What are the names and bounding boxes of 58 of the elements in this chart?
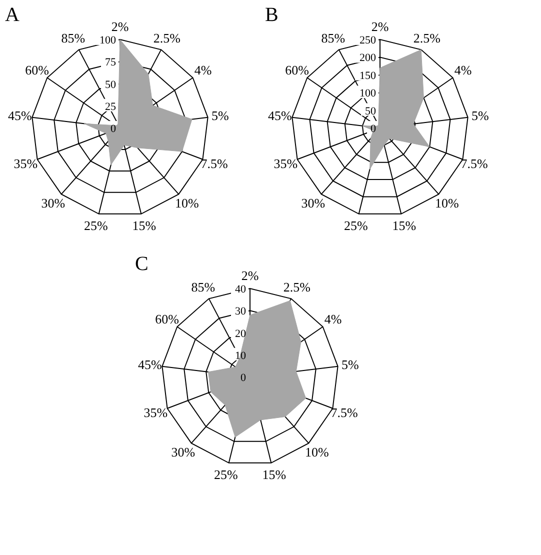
spoke-label: 35%: [14, 156, 38, 171]
y-tick-label: 0: [370, 123, 376, 135]
spoke-label: 4%: [194, 62, 212, 78]
y-tick-label: 200: [360, 52, 376, 64]
spoke-label: 2%: [241, 268, 259, 284]
spoke-label: 15%: [262, 466, 286, 482]
y-tick-label: 0: [110, 123, 116, 135]
spoke-label: 45%: [138, 356, 162, 372]
y-tick-label: 100: [360, 88, 376, 100]
spoke-label: 4%: [324, 312, 342, 327]
spoke-label: 25%: [344, 218, 368, 233]
y-tick-label: 30: [235, 306, 246, 318]
spoke-label: 35%: [144, 404, 168, 420]
spoke-label: 4%: [454, 62, 472, 78]
spoke-label: 2%: [371, 19, 389, 34]
y-tick-label: 10: [235, 350, 246, 362]
spoke-label: 85%: [61, 30, 86, 46]
spoke-label: 30%: [301, 195, 326, 210]
spoke-label: 15%: [132, 218, 156, 233]
spoke-label: 2.5%: [153, 30, 181, 46]
spoke-label: 5%: [211, 108, 229, 123]
y-tick-label: 0: [240, 372, 246, 384]
spoke-label: 85%: [191, 280, 216, 295]
y-tick-label: 50: [365, 105, 376, 118]
spoke-label: 30%: [41, 195, 66, 210]
spoke-label: 85%: [321, 30, 346, 46]
y-tick-label: 40: [235, 284, 246, 296]
chart-title: A: [5, 4, 20, 26]
spoke-label: 2%: [111, 19, 129, 34]
spoke-label: 30%: [171, 444, 196, 460]
spoke-label: 25%: [84, 218, 108, 233]
spoke-label: 45%: [8, 108, 32, 123]
chart-title: B: [265, 4, 278, 26]
spoke-label: 10%: [434, 195, 459, 210]
y-tick-label: 20: [235, 328, 246, 340]
y-tick-label: 150: [360, 70, 376, 82]
spoke-label: 10%: [174, 195, 199, 210]
spoke-label: 35%: [274, 156, 298, 171]
spoke-label: 7.5%: [200, 156, 228, 171]
y-tick-label: 250: [360, 34, 376, 47]
spoke-label: 25%: [214, 466, 238, 482]
spoke-label: 45%: [268, 108, 292, 123]
spoke-label: 60%: [285, 62, 310, 78]
y-tick-label: 75: [105, 56, 116, 69]
spoke-label: 2.5%: [413, 30, 441, 46]
spoke-label: 2.5%: [283, 280, 311, 295]
spoke-label: 7.5%: [330, 404, 358, 420]
spoke-label: 15%: [392, 218, 416, 233]
spoke-label: 7.5%: [460, 156, 488, 171]
y-tick-label: 100: [100, 34, 116, 47]
spoke-label: 60%: [155, 312, 180, 327]
chart-title: C: [135, 253, 148, 275]
spoke-label: 5%: [471, 108, 489, 123]
spoke-label: 60%: [25, 62, 50, 78]
spoke-label: 10%: [304, 444, 329, 460]
y-tick-label: 25: [105, 100, 116, 113]
spoke-label: 5%: [341, 356, 359, 372]
y-tick-label: 50: [105, 78, 116, 91]
